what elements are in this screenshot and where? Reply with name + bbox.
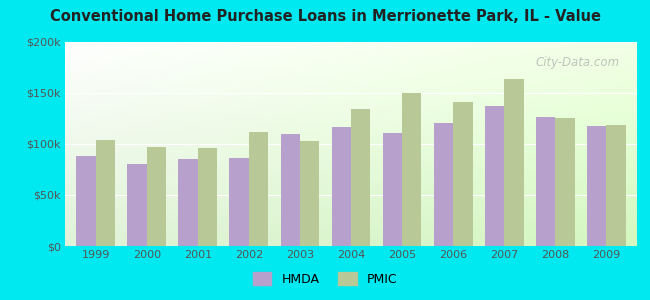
Bar <box>351 109 370 246</box>
Bar <box>453 102 473 246</box>
Bar <box>587 126 606 246</box>
Bar <box>76 156 96 246</box>
Bar <box>198 148 217 246</box>
Bar <box>383 133 402 246</box>
Bar <box>229 158 249 246</box>
Bar <box>127 164 147 246</box>
Bar <box>332 127 351 246</box>
Bar <box>504 79 524 246</box>
Bar <box>606 124 626 246</box>
Legend: HMDA, PMIC: HMDA, PMIC <box>248 267 402 291</box>
Bar <box>434 123 453 246</box>
Bar <box>281 134 300 246</box>
Bar <box>96 140 115 246</box>
Bar <box>178 159 198 246</box>
Bar <box>402 93 421 246</box>
Bar <box>555 118 575 246</box>
Bar <box>485 106 504 246</box>
Bar <box>249 132 268 246</box>
Text: City-Data.com: City-Data.com <box>536 56 620 69</box>
Bar <box>147 147 166 246</box>
Bar <box>536 118 555 246</box>
Bar <box>300 141 319 246</box>
Text: Conventional Home Purchase Loans in Merrionette Park, IL - Value: Conventional Home Purchase Loans in Merr… <box>49 9 601 24</box>
